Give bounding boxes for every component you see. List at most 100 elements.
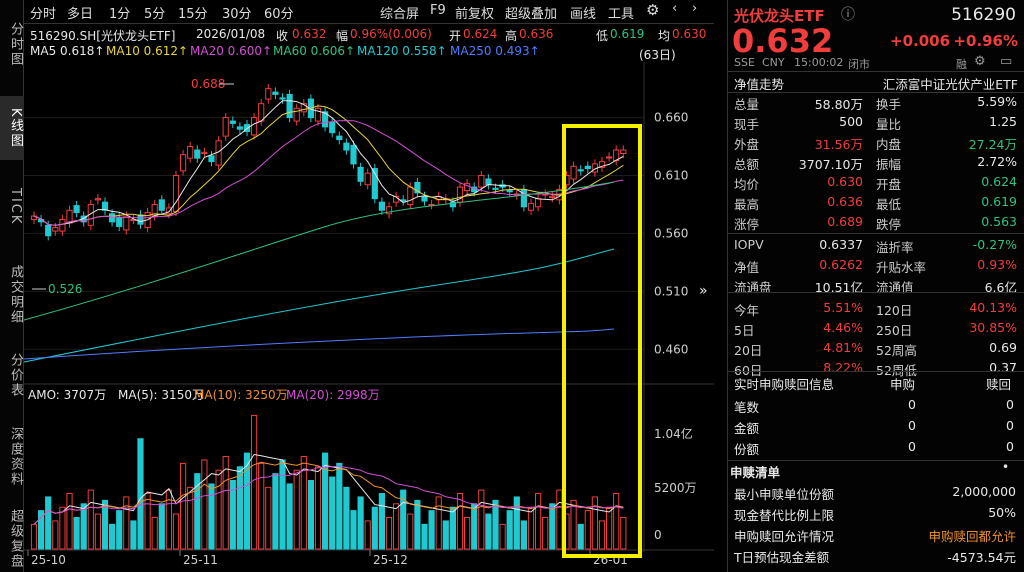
nav-1[interactable]: K线图 xyxy=(0,96,24,160)
quote-label: 外盘 xyxy=(734,137,760,152)
volume-bar xyxy=(137,438,144,550)
quote-label: 净值 xyxy=(734,260,760,275)
volume-bar xyxy=(94,513,102,550)
candle-body xyxy=(570,165,577,180)
vol-tick-label: 0 xyxy=(654,528,662,542)
candle-body xyxy=(598,161,606,168)
quote-value: 31.56万 xyxy=(814,137,863,152)
divider xyxy=(728,460,1024,461)
candle-body xyxy=(449,201,456,208)
left-nav: 分时图 K线图 TICK 成交明细分价表深度资料超级复盘 xyxy=(0,0,24,572)
vol-ma10-line xyxy=(33,461,624,525)
price-tick-label: 0.660 xyxy=(654,111,688,125)
candle-body xyxy=(385,206,393,215)
nav-0[interactable]: 分时图 xyxy=(8,21,23,67)
quote-value: 27.24万 xyxy=(968,137,1017,152)
nav-trend-label[interactable]: 净值走势 xyxy=(734,77,785,92)
quote-row: 今年 5.51% 120日 40.13% xyxy=(728,300,1024,320)
kline-chart[interactable]: 0.660 0.610 0.560 0.510 0.460 0.688 0.526 AMO: … xyxy=(24,62,714,572)
volume-bar xyxy=(87,489,94,550)
quote-row: 总量 58.80万 换手 5.59% xyxy=(728,94,1024,114)
quote-label: 跌停 xyxy=(876,217,902,232)
divider xyxy=(728,371,1024,372)
more-icon[interactable]: • xyxy=(1002,460,1010,474)
vol-ma20-label: MA(20): 2998万 xyxy=(286,388,380,402)
candle-body xyxy=(286,93,293,119)
candle-body xyxy=(350,144,357,165)
expand-icon[interactable]: » xyxy=(699,283,708,299)
volume-bar xyxy=(265,486,272,550)
volume-bar xyxy=(59,506,66,550)
gear-icon[interactable]: ⚙ xyxy=(646,1,660,19)
tab-9[interactable]: 前复权 xyxy=(455,7,495,22)
candle-body xyxy=(187,146,194,159)
volume-bar xyxy=(300,456,307,550)
tab-2[interactable]: 1分 xyxy=(109,7,131,22)
vol-amo-label: AMO: 3707万 xyxy=(28,388,106,402)
volume-bar xyxy=(314,466,322,550)
tab-5[interactable]: 30分 xyxy=(222,7,252,22)
candle-body xyxy=(137,214,144,225)
candle-body xyxy=(371,168,378,200)
quote-row: 均价 0.630 开盘 0.624 xyxy=(728,174,1024,194)
volume-bar xyxy=(101,499,109,550)
nav-4[interactable]: 分价表 xyxy=(8,352,23,398)
date-label: 25-11 xyxy=(183,553,218,567)
volume-bar xyxy=(236,466,244,550)
price-tick-label: 0.610 xyxy=(654,169,688,183)
prev-icon[interactable]: ‹ xyxy=(672,1,678,16)
tab-11[interactable]: 画线 xyxy=(570,7,597,22)
quote-label: 流通盘 xyxy=(734,280,772,295)
tab-7[interactable]: 综合屏 xyxy=(380,7,420,22)
tab-1[interactable]: 多日 xyxy=(67,7,94,22)
quote-label: 升贴水率 xyxy=(876,260,927,275)
volume-bar xyxy=(499,523,506,550)
quote-label: 均价 xyxy=(734,177,760,192)
tab-6[interactable]: 60分 xyxy=(264,7,294,22)
next-icon[interactable]: › xyxy=(692,1,698,16)
nav-2[interactable]: TICK xyxy=(8,188,23,226)
volume-bar xyxy=(258,462,265,550)
change-value: 0.96%(0.006) xyxy=(350,27,432,41)
candle-body xyxy=(485,178,492,186)
candle-body xyxy=(30,215,38,221)
volume-bar xyxy=(66,493,73,550)
tab-3[interactable]: 5分 xyxy=(144,7,166,22)
nav-6[interactable]: 超级复盘 xyxy=(8,509,23,569)
divider xyxy=(728,233,1024,234)
high-label: 高 xyxy=(505,29,518,43)
nav-3[interactable]: 成交明细 xyxy=(8,265,23,325)
volume-bar xyxy=(428,510,435,550)
tab-8[interactable]: F9 xyxy=(430,3,446,18)
quote-label: 今年 xyxy=(734,303,760,318)
volume-bar xyxy=(116,510,123,550)
quote-label: 52周高 xyxy=(876,343,917,358)
settings-icon[interactable]: ⚙ xyxy=(974,54,986,69)
change-label: 幅 xyxy=(336,29,349,43)
quote-label: 60日 xyxy=(734,363,763,378)
tab-12[interactable]: 工具 xyxy=(608,7,635,22)
layout-icon[interactable]: ▭ xyxy=(1000,54,1013,69)
quote-label: 总额 xyxy=(734,157,760,172)
ma20-line xyxy=(33,120,624,226)
tab-10[interactable]: 超级叠加 xyxy=(505,7,558,22)
subs-title: 实时申购赎回信息 xyxy=(734,377,835,392)
candle-body xyxy=(322,111,329,128)
info-icon[interactable]: ⓘ xyxy=(841,7,855,23)
quote-value: 0.563 xyxy=(981,214,1017,229)
tab-0[interactable]: 分时 xyxy=(30,7,57,22)
quote-value: -0.27% xyxy=(972,237,1017,252)
quote-value: 2.72% xyxy=(977,154,1017,169)
quote-value: 5.59% xyxy=(977,94,1017,109)
volume-bar xyxy=(478,489,485,550)
tab-4[interactable]: 15分 xyxy=(178,7,208,22)
candle-body xyxy=(59,219,66,232)
volume-bar xyxy=(520,520,527,550)
period-days[interactable]: (63日) xyxy=(639,48,676,62)
nav-5[interactable]: 深度资料 xyxy=(8,427,23,487)
quote-label: 流通值 xyxy=(876,280,914,295)
price-tick-label: 0.460 xyxy=(654,342,688,356)
ma20-label: MA20 0.600↑ xyxy=(190,44,273,58)
candle-body xyxy=(314,107,322,122)
candle-body xyxy=(194,149,201,159)
